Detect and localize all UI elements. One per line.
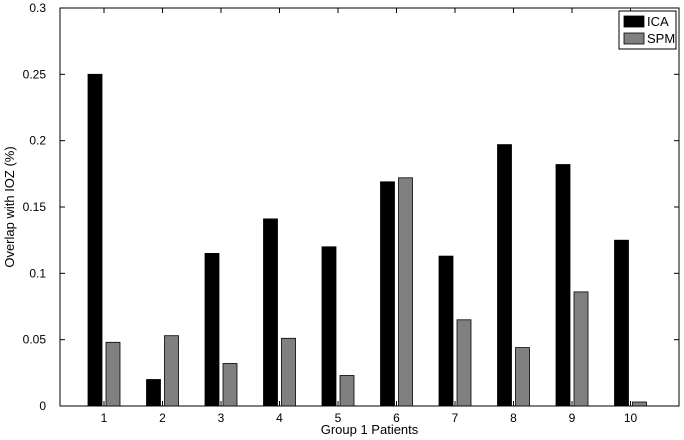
x-tick-label: 3 (218, 411, 225, 425)
bar-spm-1 (105, 341, 121, 407)
y-tick-label: 0.25 (23, 67, 47, 81)
legend-label-spm: SPM (647, 31, 675, 46)
y-tick-label: 0.05 (23, 333, 47, 347)
y-axis: 0 0.05 0.1 0.15 0.2 0.25 0.3 (23, 1, 679, 413)
legend: ICA SPM (618, 10, 677, 50)
bar-spm-9 (573, 291, 589, 407)
bar-spm-4 (281, 337, 296, 407)
bar-ica-2 (146, 379, 161, 407)
x-tick-label: 9 (569, 411, 576, 425)
bar-spm-7 (456, 319, 472, 407)
bar-ica-4 (263, 218, 278, 407)
y-tick-label: 0.2 (29, 134, 46, 148)
bar-ica-10 (614, 239, 629, 407)
legend-swatch-ica (623, 15, 645, 28)
bar-ica-8 (497, 144, 512, 407)
bar-spm-2 (164, 335, 179, 407)
bar-ica-1 (87, 73, 103, 407)
y-tick-label: 0.1 (29, 266, 46, 280)
x-tick-label: 7 (452, 411, 459, 425)
x-tick-label: 8 (510, 411, 517, 425)
x-axis-label: Group 1 Patients (321, 422, 419, 437)
bar-ica-3 (204, 252, 220, 407)
y-tick-label: 0.15 (23, 200, 47, 214)
x-tick-label: 4 (276, 411, 283, 425)
bar-ica-9 (555, 164, 571, 407)
y-tick-label: 0 (39, 399, 46, 413)
y-tick-label: 0.3 (29, 1, 46, 15)
legend-swatch-spm (623, 32, 645, 45)
x-tick-label: 6 (393, 411, 400, 425)
bar-ica-7 (438, 255, 454, 407)
bar-ica-6 (380, 181, 395, 407)
x-tick-label: 2 (159, 411, 166, 425)
bar-spm-8 (515, 347, 530, 407)
x-tick-label: 10 (624, 411, 638, 425)
x-tick-label: 1 (101, 411, 108, 425)
bar-spm-6 (398, 177, 413, 407)
bar-spm-3 (222, 363, 238, 407)
bar-ica-5 (321, 246, 337, 407)
y-axis-label: Overlap with IOZ (%) (2, 146, 17, 267)
legend-label-ica: ICA (647, 14, 669, 29)
x-axis: 1 2 3 4 5 6 7 8 9 10 (101, 8, 638, 425)
bars-group (87, 73, 647, 407)
bar-spm-10 (632, 401, 647, 407)
bar-spm-5 (339, 375, 355, 407)
x-tick-label: 5 (335, 411, 342, 425)
